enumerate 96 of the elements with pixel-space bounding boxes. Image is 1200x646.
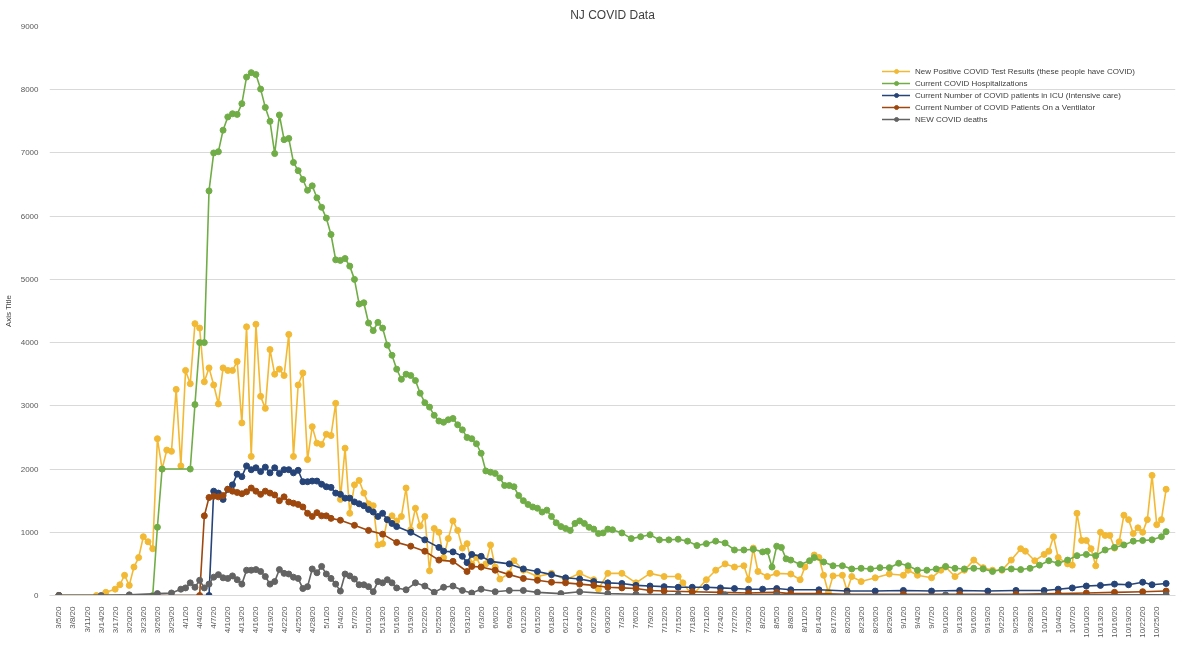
y-axis-title: Axis Title <box>3 294 13 328</box>
x-tick-label: 3/17/20 <box>110 605 120 634</box>
x-tick-label: 4/10/20 <box>223 605 233 634</box>
legend-label: Current Number of COVID patients in ICU (Intensive care) <box>915 90 1121 100</box>
x-tick-label: 9/19/20 <box>983 605 993 634</box>
x-tick-label: 4/25/20 <box>293 605 303 634</box>
x-tick-label: 6/9/20 <box>504 605 514 629</box>
x-tick-label: 7/24/20 <box>715 605 725 634</box>
x-tick-label: 7/18/20 <box>687 605 697 634</box>
x-tick-label: 7/15/20 <box>673 605 683 634</box>
x-tick-label: 10/16/20 <box>1110 605 1120 638</box>
y-tick-label: 4000 <box>20 338 40 348</box>
x-tick-label: 5/4/20 <box>335 605 345 629</box>
x-tick-label: 6/12/20 <box>518 605 528 634</box>
x-tick-label: 5/7/20 <box>349 605 359 629</box>
x-tick-label: 9/7/20 <box>927 605 937 629</box>
x-tick-label: 5/19/20 <box>406 605 416 634</box>
y-tick-label: 7000 <box>20 148 40 158</box>
x-tick-label: 6/15/20 <box>532 605 542 634</box>
x-tick-label: 8/8/20 <box>786 605 796 629</box>
x-tick-label: 5/22/20 <box>420 605 430 634</box>
x-tick-label: 8/20/20 <box>842 605 852 634</box>
x-tick-label: 9/28/20 <box>1025 605 1035 634</box>
x-tick-label: 4/16/20 <box>251 605 261 634</box>
y-tick-label: 1000 <box>20 527 40 537</box>
x-tick-label: 6/3/20 <box>476 605 486 629</box>
x-tick-label: 8/5/20 <box>772 605 782 629</box>
x-tick-label: 7/21/20 <box>701 605 711 634</box>
x-tick-label: 7/12/20 <box>659 605 669 634</box>
x-tick-label: 3/26/20 <box>152 605 162 634</box>
x-tick-label: 5/1/20 <box>321 605 331 629</box>
x-tick-label: 6/24/20 <box>575 605 585 634</box>
x-tick-label: 8/14/20 <box>814 605 824 634</box>
y-tick-label: 8000 <box>20 85 40 95</box>
x-tick-label: 10/1/20 <box>1039 605 1049 634</box>
x-tick-label: 5/25/20 <box>434 605 444 634</box>
x-tick-label: 7/3/20 <box>617 605 627 629</box>
x-tick-label: 4/19/20 <box>265 605 275 634</box>
x-tick-label: 5/10/20 <box>364 605 374 634</box>
x-tick-label: 3/8/20 <box>68 605 78 629</box>
x-tick-label: 9/16/20 <box>969 605 979 634</box>
x-tick-label: 6/18/20 <box>547 605 557 634</box>
x-tick-label: 6/27/20 <box>589 605 599 634</box>
legend-label: New Positive COVID Test Results (these people have COVID) <box>915 66 1135 76</box>
x-tick-label: 9/25/20 <box>1011 605 1021 634</box>
y-tick-label: 6000 <box>20 211 40 221</box>
x-tick-label: 7/6/20 <box>631 605 641 629</box>
y-tick-label: 0 <box>34 591 40 600</box>
x-tick-label: 10/25/20 <box>1152 605 1162 638</box>
x-tick-label: 4/7/20 <box>209 605 219 629</box>
x-tick-label: 7/27/20 <box>729 605 739 634</box>
x-tick-label: 10/13/20 <box>1095 605 1105 638</box>
chart-title: NJ COVID Data <box>570 7 656 22</box>
x-tick-label: 4/1/20 <box>181 605 191 629</box>
x-tick-label: 10/19/20 <box>1124 605 1134 638</box>
x-tick-label: 3/14/20 <box>96 605 106 634</box>
x-tick-label: 4/22/20 <box>279 605 289 634</box>
x-tick-label: 5/31/20 <box>462 605 472 634</box>
x-tick-label: 3/20/20 <box>124 605 134 634</box>
y-tick-label: 9000 <box>20 22 40 31</box>
x-tick-label: 8/2/20 <box>758 605 768 629</box>
x-tick-label: 8/29/20 <box>884 605 894 634</box>
x-tick-label: 6/30/20 <box>603 605 613 634</box>
x-tick-label: 7/9/20 <box>645 605 655 629</box>
x-tick-label: 7/30/20 <box>744 605 754 634</box>
x-tick-label: 6/6/20 <box>490 605 500 629</box>
legend-label: NEW COVID deaths <box>915 114 988 124</box>
x-tick-label: 10/10/20 <box>1081 605 1091 638</box>
x-tick-label: 9/1/20 <box>898 605 908 629</box>
x-tick-label: 10/4/20 <box>1053 605 1063 634</box>
x-tick-label: 9/4/20 <box>912 605 922 629</box>
x-tick-label: 4/13/20 <box>237 605 247 634</box>
x-tick-label: 9/22/20 <box>997 605 1007 634</box>
x-tick-label: 8/23/20 <box>856 605 866 634</box>
x-tick-label: 4/4/20 <box>195 605 205 629</box>
x-tick-label: 8/17/20 <box>828 605 838 634</box>
x-tick-label: 9/10/20 <box>941 605 951 634</box>
x-tick-label: 6/21/20 <box>561 605 571 634</box>
x-tick-label: 4/28/20 <box>307 605 317 634</box>
x-tick-label: 9/13/20 <box>955 605 965 634</box>
y-tick-label: 3000 <box>20 401 40 411</box>
x-tick-label: 8/26/20 <box>870 605 880 634</box>
y-tick-label: 2000 <box>20 464 40 474</box>
x-tick-label: 5/28/20 <box>448 605 458 634</box>
legend-label: Current COVID Hospitalizations <box>915 78 1028 88</box>
x-tick-label: 8/11/20 <box>800 605 810 633</box>
x-tick-label: 5/13/20 <box>378 605 388 634</box>
x-tick-label: 5/16/20 <box>392 605 402 634</box>
x-tick-label: 3/5/20 <box>54 605 64 629</box>
x-tick-label: 3/23/20 <box>138 605 148 634</box>
legend-label: Current Number of COVID Patients On a Ventilator <box>915 102 1096 112</box>
x-tick-label: 10/7/20 <box>1067 605 1077 634</box>
x-tick-label: 10/22/20 <box>1138 605 1148 638</box>
x-tick-label: 3/29/20 <box>166 605 176 634</box>
x-tick-label: 3/11/20 <box>82 605 92 633</box>
y-tick-label: 5000 <box>20 274 40 284</box>
